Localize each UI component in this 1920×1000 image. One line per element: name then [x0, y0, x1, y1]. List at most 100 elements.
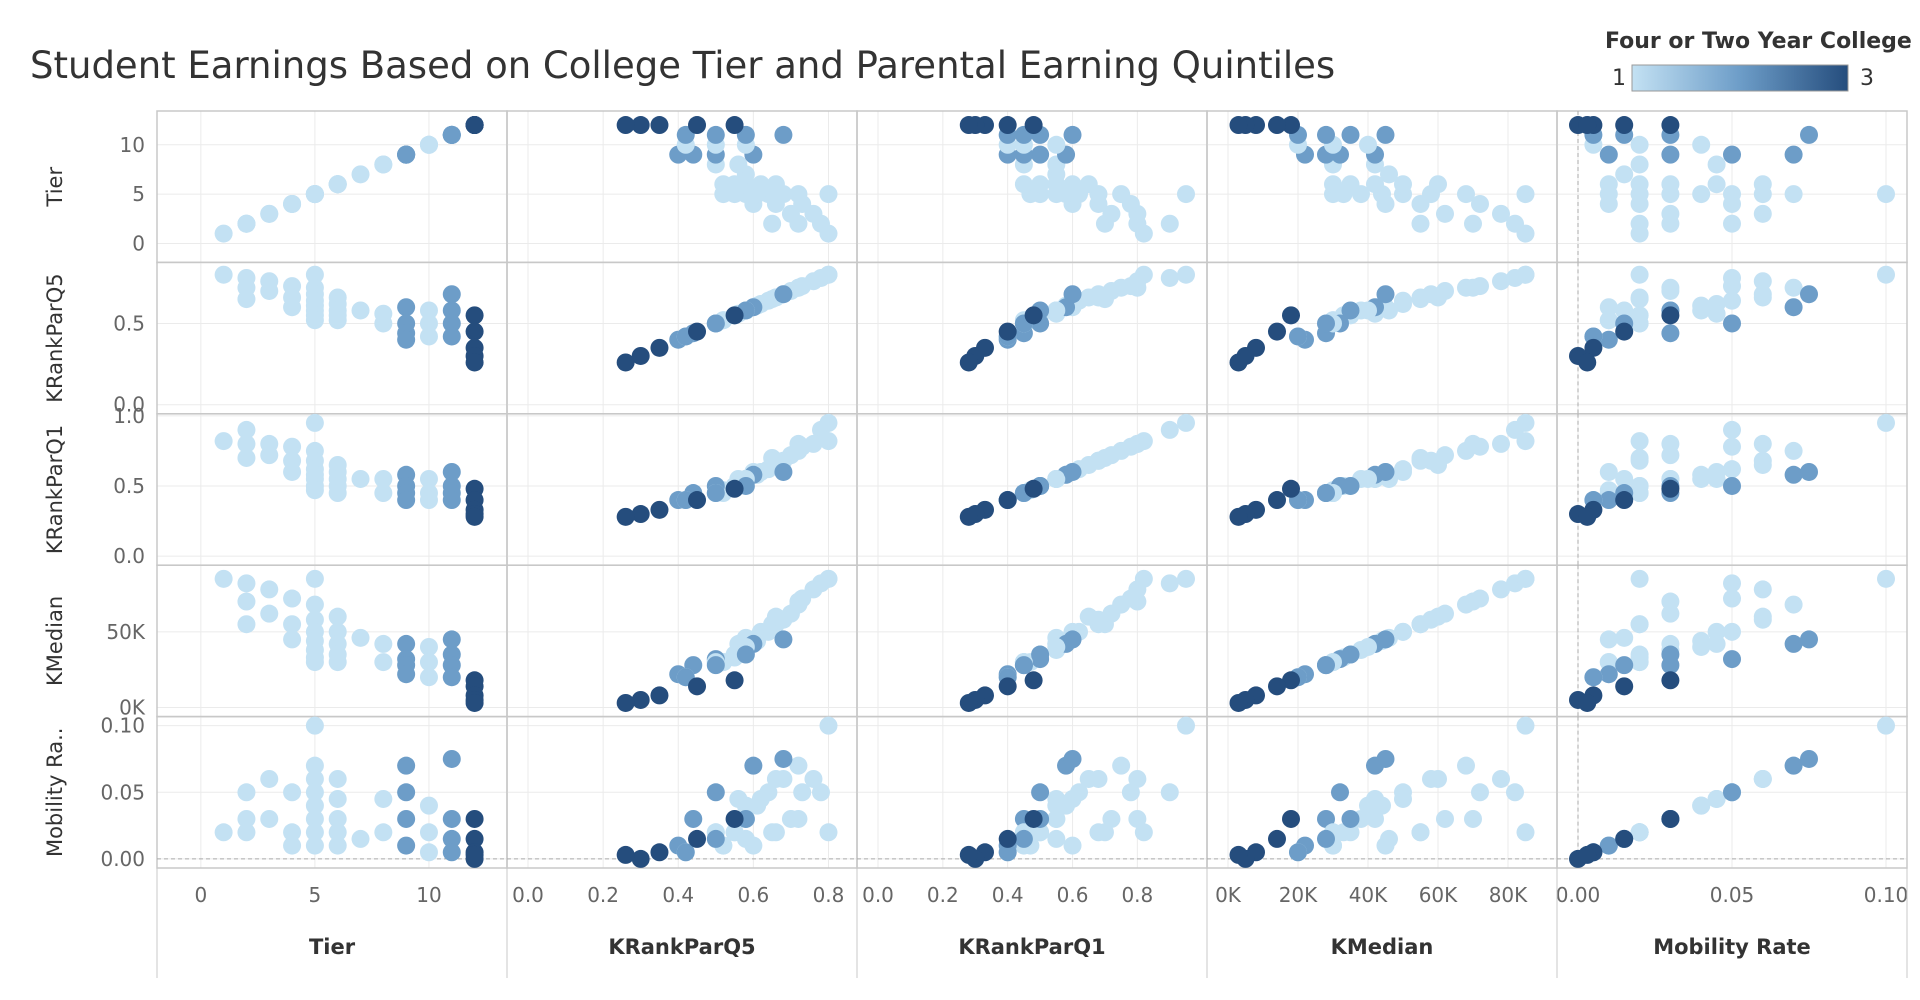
data-point [1578, 116, 1597, 135]
data-point [1599, 491, 1618, 510]
data-point [1376, 285, 1395, 304]
data-point [1268, 491, 1286, 510]
data-point [1229, 116, 1248, 135]
x-tick-label: 0.4 [662, 883, 694, 907]
data-point [1464, 809, 1482, 828]
data-point [1047, 809, 1066, 828]
data-point [237, 615, 256, 634]
data-point [819, 716, 838, 735]
data-point [766, 607, 785, 626]
data-point [706, 783, 725, 802]
data-point [1160, 214, 1179, 233]
data-point [442, 843, 461, 862]
data-point [1317, 809, 1335, 828]
data-point [1492, 204, 1510, 223]
data-point [650, 116, 669, 135]
data-point [1707, 175, 1726, 194]
x-tick-label: 0.2 [927, 883, 959, 907]
data-point [1359, 796, 1377, 815]
x-tick-label: 5 [309, 883, 322, 907]
x-tick-label: 0.2 [587, 883, 619, 907]
data-point [1723, 476, 1741, 495]
data-point [725, 809, 744, 828]
data-point [419, 327, 438, 346]
data-point [1121, 783, 1140, 802]
data-point [1376, 749, 1395, 768]
data-point [789, 185, 808, 204]
data-point [725, 671, 744, 690]
data-point [1630, 135, 1649, 154]
data-point [789, 756, 808, 775]
data-point [1024, 306, 1043, 325]
data-point [283, 589, 302, 608]
data-point [1630, 432, 1649, 451]
data-point [959, 845, 978, 864]
data-point [819, 823, 838, 842]
data-point [465, 306, 484, 325]
marks-tier-vs-tier [214, 116, 484, 243]
data-point [1177, 569, 1195, 588]
data-point [998, 491, 1017, 510]
data-point [374, 653, 393, 672]
data-point [1800, 462, 1818, 481]
row-axis-title: Tier [43, 167, 67, 208]
data-point [1429, 288, 1447, 307]
data-point [1471, 277, 1489, 296]
data-point [725, 116, 744, 135]
data-point [419, 637, 438, 656]
data-point [237, 214, 256, 233]
data-point [1359, 637, 1377, 656]
data-point [1471, 194, 1489, 213]
panel-q5-vs-q1 [856, 261, 1208, 415]
data-point [1506, 214, 1524, 233]
data-point [1380, 165, 1398, 184]
data-point [1394, 175, 1412, 194]
data-point [1661, 446, 1680, 465]
data-point [706, 314, 725, 333]
data-point [1630, 288, 1649, 307]
data-point [1615, 628, 1634, 647]
data-point [1436, 204, 1454, 223]
data-point [1341, 823, 1360, 842]
data-point [283, 783, 302, 802]
x-tick-label: 40K [1349, 883, 1388, 907]
data-point [1661, 204, 1680, 223]
legend-gradient-bar [1631, 64, 1849, 92]
data-point [819, 185, 838, 204]
data-point [1317, 125, 1335, 144]
data-point [631, 346, 650, 365]
data-point [442, 462, 461, 481]
data-point [442, 301, 461, 320]
data-point [1394, 462, 1412, 481]
data-point [328, 823, 347, 842]
data-point [305, 809, 324, 828]
data-point [1753, 434, 1772, 453]
data-point [214, 265, 233, 284]
data-point [1492, 580, 1510, 599]
panel-border [1556, 715, 1908, 869]
data-point [1376, 462, 1395, 481]
row-axis-title: KMedian [43, 596, 67, 686]
data-point [1102, 809, 1121, 828]
data-point [419, 653, 438, 672]
data-point [1753, 272, 1772, 291]
data-point [419, 843, 438, 862]
data-point [1753, 769, 1772, 788]
x-tick-label: 0.4 [992, 883, 1024, 907]
data-point [397, 145, 416, 164]
data-point [1784, 298, 1803, 317]
data-point [1516, 716, 1535, 735]
data-point [789, 595, 808, 614]
data-point [1341, 645, 1360, 664]
x-tick-label: 0.00 [1556, 883, 1601, 907]
data-point [397, 836, 416, 855]
data-point [1877, 185, 1895, 204]
data-point [260, 604, 279, 623]
data-point [650, 843, 669, 862]
data-point [1429, 175, 1447, 194]
data-point [1599, 298, 1618, 317]
data-point [1615, 301, 1634, 320]
column-axis-title: KRankParQ5 [608, 935, 755, 959]
data-point [766, 175, 785, 194]
data-point [1723, 145, 1741, 164]
